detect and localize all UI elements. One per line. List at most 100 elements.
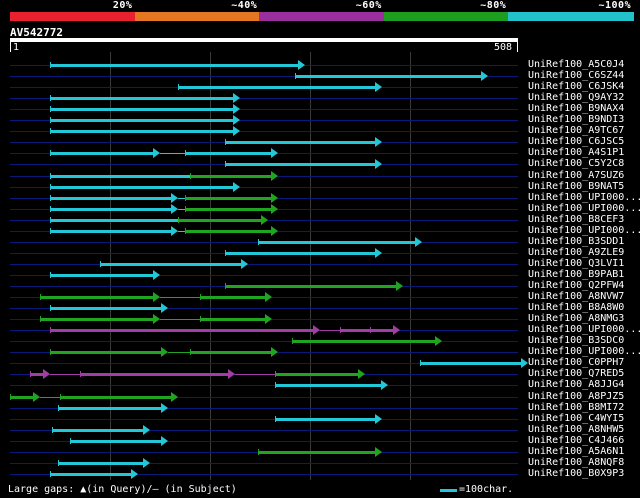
alignment-segment[interactable] bbox=[225, 163, 376, 166]
hit-label[interactable]: UniRef100_UPI000... bbox=[528, 192, 640, 203]
alignment-segment[interactable] bbox=[50, 473, 132, 476]
alignment-segment[interactable] bbox=[225, 141, 376, 144]
hit-label[interactable]: UniRef100_A8PJZ5 bbox=[528, 391, 625, 402]
alignment-segment[interactable] bbox=[178, 86, 376, 89]
alignment-segment[interactable] bbox=[50, 329, 314, 332]
arrow-icon bbox=[171, 226, 178, 236]
alignment-segment[interactable] bbox=[50, 130, 234, 133]
alignment-segment[interactable] bbox=[295, 75, 482, 78]
alignment-segment[interactable] bbox=[50, 230, 172, 233]
alignment-segment[interactable] bbox=[185, 208, 272, 211]
alignment-segment[interactable] bbox=[50, 208, 172, 211]
alignment-segment[interactable] bbox=[100, 263, 242, 266]
legend-label-5: ~100% bbox=[598, 0, 632, 11]
alignment-segment[interactable] bbox=[50, 351, 162, 354]
hit-label[interactable]: UniRef100_UPI000... bbox=[528, 225, 640, 236]
hit-label[interactable]: UniRef100_A5A6N1 bbox=[528, 446, 625, 457]
alignment-segment[interactable] bbox=[190, 351, 272, 354]
hit-label[interactable]: UniRef100_A8NVW7 bbox=[528, 291, 625, 302]
alignment-segment[interactable] bbox=[200, 318, 266, 321]
hit-label[interactable]: UniRef100_B9PAB1 bbox=[528, 269, 625, 280]
segment-start-tick bbox=[275, 371, 276, 377]
alignment-segment[interactable] bbox=[50, 219, 178, 222]
hit-label[interactable]: UniRef100_UPI000... bbox=[528, 324, 640, 335]
alignment-segment[interactable] bbox=[225, 285, 397, 288]
hit-label[interactable]: UniRef100_UPI000... bbox=[528, 203, 640, 214]
alignment-segment[interactable] bbox=[50, 186, 234, 189]
hit-label[interactable]: UniRef100_B8CEF3 bbox=[528, 214, 625, 225]
alignment-segment[interactable] bbox=[52, 429, 144, 432]
alignment-segment[interactable] bbox=[50, 175, 190, 178]
hit-label[interactable]: UniRef100_C6JSK4 bbox=[528, 81, 625, 92]
alignment-segment[interactable] bbox=[420, 362, 522, 365]
alignment-segment[interactable] bbox=[178, 219, 262, 222]
alignment-segment[interactable] bbox=[58, 407, 162, 410]
alignment-segment[interactable] bbox=[275, 373, 359, 376]
hit-track bbox=[10, 463, 518, 464]
hit-label[interactable]: UniRef100_C4J466 bbox=[528, 435, 625, 446]
alignment-segment[interactable] bbox=[275, 418, 376, 421]
hit-label[interactable]: UniRef100_A8NMG3 bbox=[528, 313, 625, 324]
alignment-segment[interactable] bbox=[370, 329, 394, 332]
alignment-segment[interactable] bbox=[50, 274, 154, 277]
alignment-segment[interactable] bbox=[40, 318, 154, 321]
hit-label[interactable]: UniRef100_C6SZ44 bbox=[528, 70, 625, 81]
hit-label[interactable]: UniRef100_B0X9P3 bbox=[528, 468, 625, 479]
alignment-segment[interactable] bbox=[275, 384, 382, 387]
alignment-segment[interactable] bbox=[340, 329, 370, 332]
hit-label[interactable]: UniRef100_B3SDD1 bbox=[528, 236, 625, 247]
hit-label[interactable]: UniRef100_C5Y2C8 bbox=[528, 158, 625, 169]
hit-label[interactable]: UniRef100_A8JJG4 bbox=[528, 379, 625, 390]
hit-label[interactable]: UniRef100_A5C0J4 bbox=[528, 59, 625, 70]
alignment-segment[interactable] bbox=[70, 440, 162, 443]
hit-label[interactable]: UniRef100_A4S1P1 bbox=[528, 147, 625, 158]
alignment-segment[interactable] bbox=[40, 296, 154, 299]
alignment-segment[interactable] bbox=[50, 108, 234, 111]
alignment-segment[interactable] bbox=[50, 152, 154, 155]
alignment-segment[interactable] bbox=[50, 64, 299, 67]
hit-label[interactable]: UniRef100_A9ZLE9 bbox=[528, 247, 625, 258]
hit-label[interactable]: UniRef100_A8NHW5 bbox=[528, 424, 625, 435]
hit-label[interactable]: UniRef100_B9NDI3 bbox=[528, 114, 625, 125]
hit-label[interactable]: UniRef100_B8MI72 bbox=[528, 402, 625, 413]
alignment-segment[interactable] bbox=[80, 373, 229, 376]
hit-label[interactable]: UniRef100_Q3LVI1 bbox=[528, 258, 625, 269]
hit-label[interactable]: UniRef100_B9NAT5 bbox=[528, 181, 625, 192]
grid-line bbox=[110, 52, 111, 480]
alignment-segment[interactable] bbox=[10, 396, 34, 399]
arrow-icon bbox=[271, 171, 278, 181]
alignment-segment[interactable] bbox=[200, 296, 266, 299]
alignment-segment[interactable] bbox=[50, 97, 234, 100]
alignment-segment[interactable] bbox=[292, 340, 436, 343]
alignment-segment[interactable] bbox=[60, 396, 172, 399]
alignment-segment[interactable] bbox=[58, 462, 144, 465]
hit-label[interactable]: UniRef100_UPI000... bbox=[528, 346, 640, 357]
alignment-segment[interactable] bbox=[258, 451, 376, 454]
alignment-segment[interactable] bbox=[185, 230, 272, 233]
segment-start-tick bbox=[58, 460, 59, 466]
segment-start-tick bbox=[275, 416, 276, 422]
alignment-segment[interactable] bbox=[190, 175, 272, 178]
hit-label[interactable]: UniRef100_C6JSC5 bbox=[528, 136, 625, 147]
alignment-segment[interactable] bbox=[50, 119, 234, 122]
hit-label[interactable]: UniRef100_B8A8W0 bbox=[528, 302, 625, 313]
hit-label[interactable]: UniRef100_C4WYI5 bbox=[528, 413, 625, 424]
alignment-segment[interactable] bbox=[50, 197, 172, 200]
alignment-segment[interactable] bbox=[50, 307, 162, 310]
hit-label[interactable]: UniRef100_Q7RED5 bbox=[528, 368, 625, 379]
hit-label[interactable]: UniRef100_Q2PFW4 bbox=[528, 280, 625, 291]
hit-label[interactable]: UniRef100_C0PPH7 bbox=[528, 357, 625, 368]
hit-label[interactable]: UniRef100_A9TC67 bbox=[528, 125, 625, 136]
hit-label[interactable]: UniRef100_B3SDC0 bbox=[528, 335, 625, 346]
segment-start-tick bbox=[295, 73, 296, 79]
hit-label[interactable]: UniRef100_A8NQF8 bbox=[528, 457, 625, 468]
alignment-segment[interactable] bbox=[30, 373, 44, 376]
hit-label[interactable]: UniRef100_Q9AY32 bbox=[528, 92, 625, 103]
alignment-segment[interactable] bbox=[225, 252, 376, 255]
alignment-segment[interactable] bbox=[258, 241, 416, 244]
alignment-segment[interactable] bbox=[185, 197, 272, 200]
segment-start-tick bbox=[50, 471, 51, 477]
hit-label[interactable]: UniRef100_B9NAX4 bbox=[528, 103, 625, 114]
alignment-segment[interactable] bbox=[185, 152, 272, 155]
hit-label[interactable]: UniRef100_A7SUZ6 bbox=[528, 170, 625, 181]
